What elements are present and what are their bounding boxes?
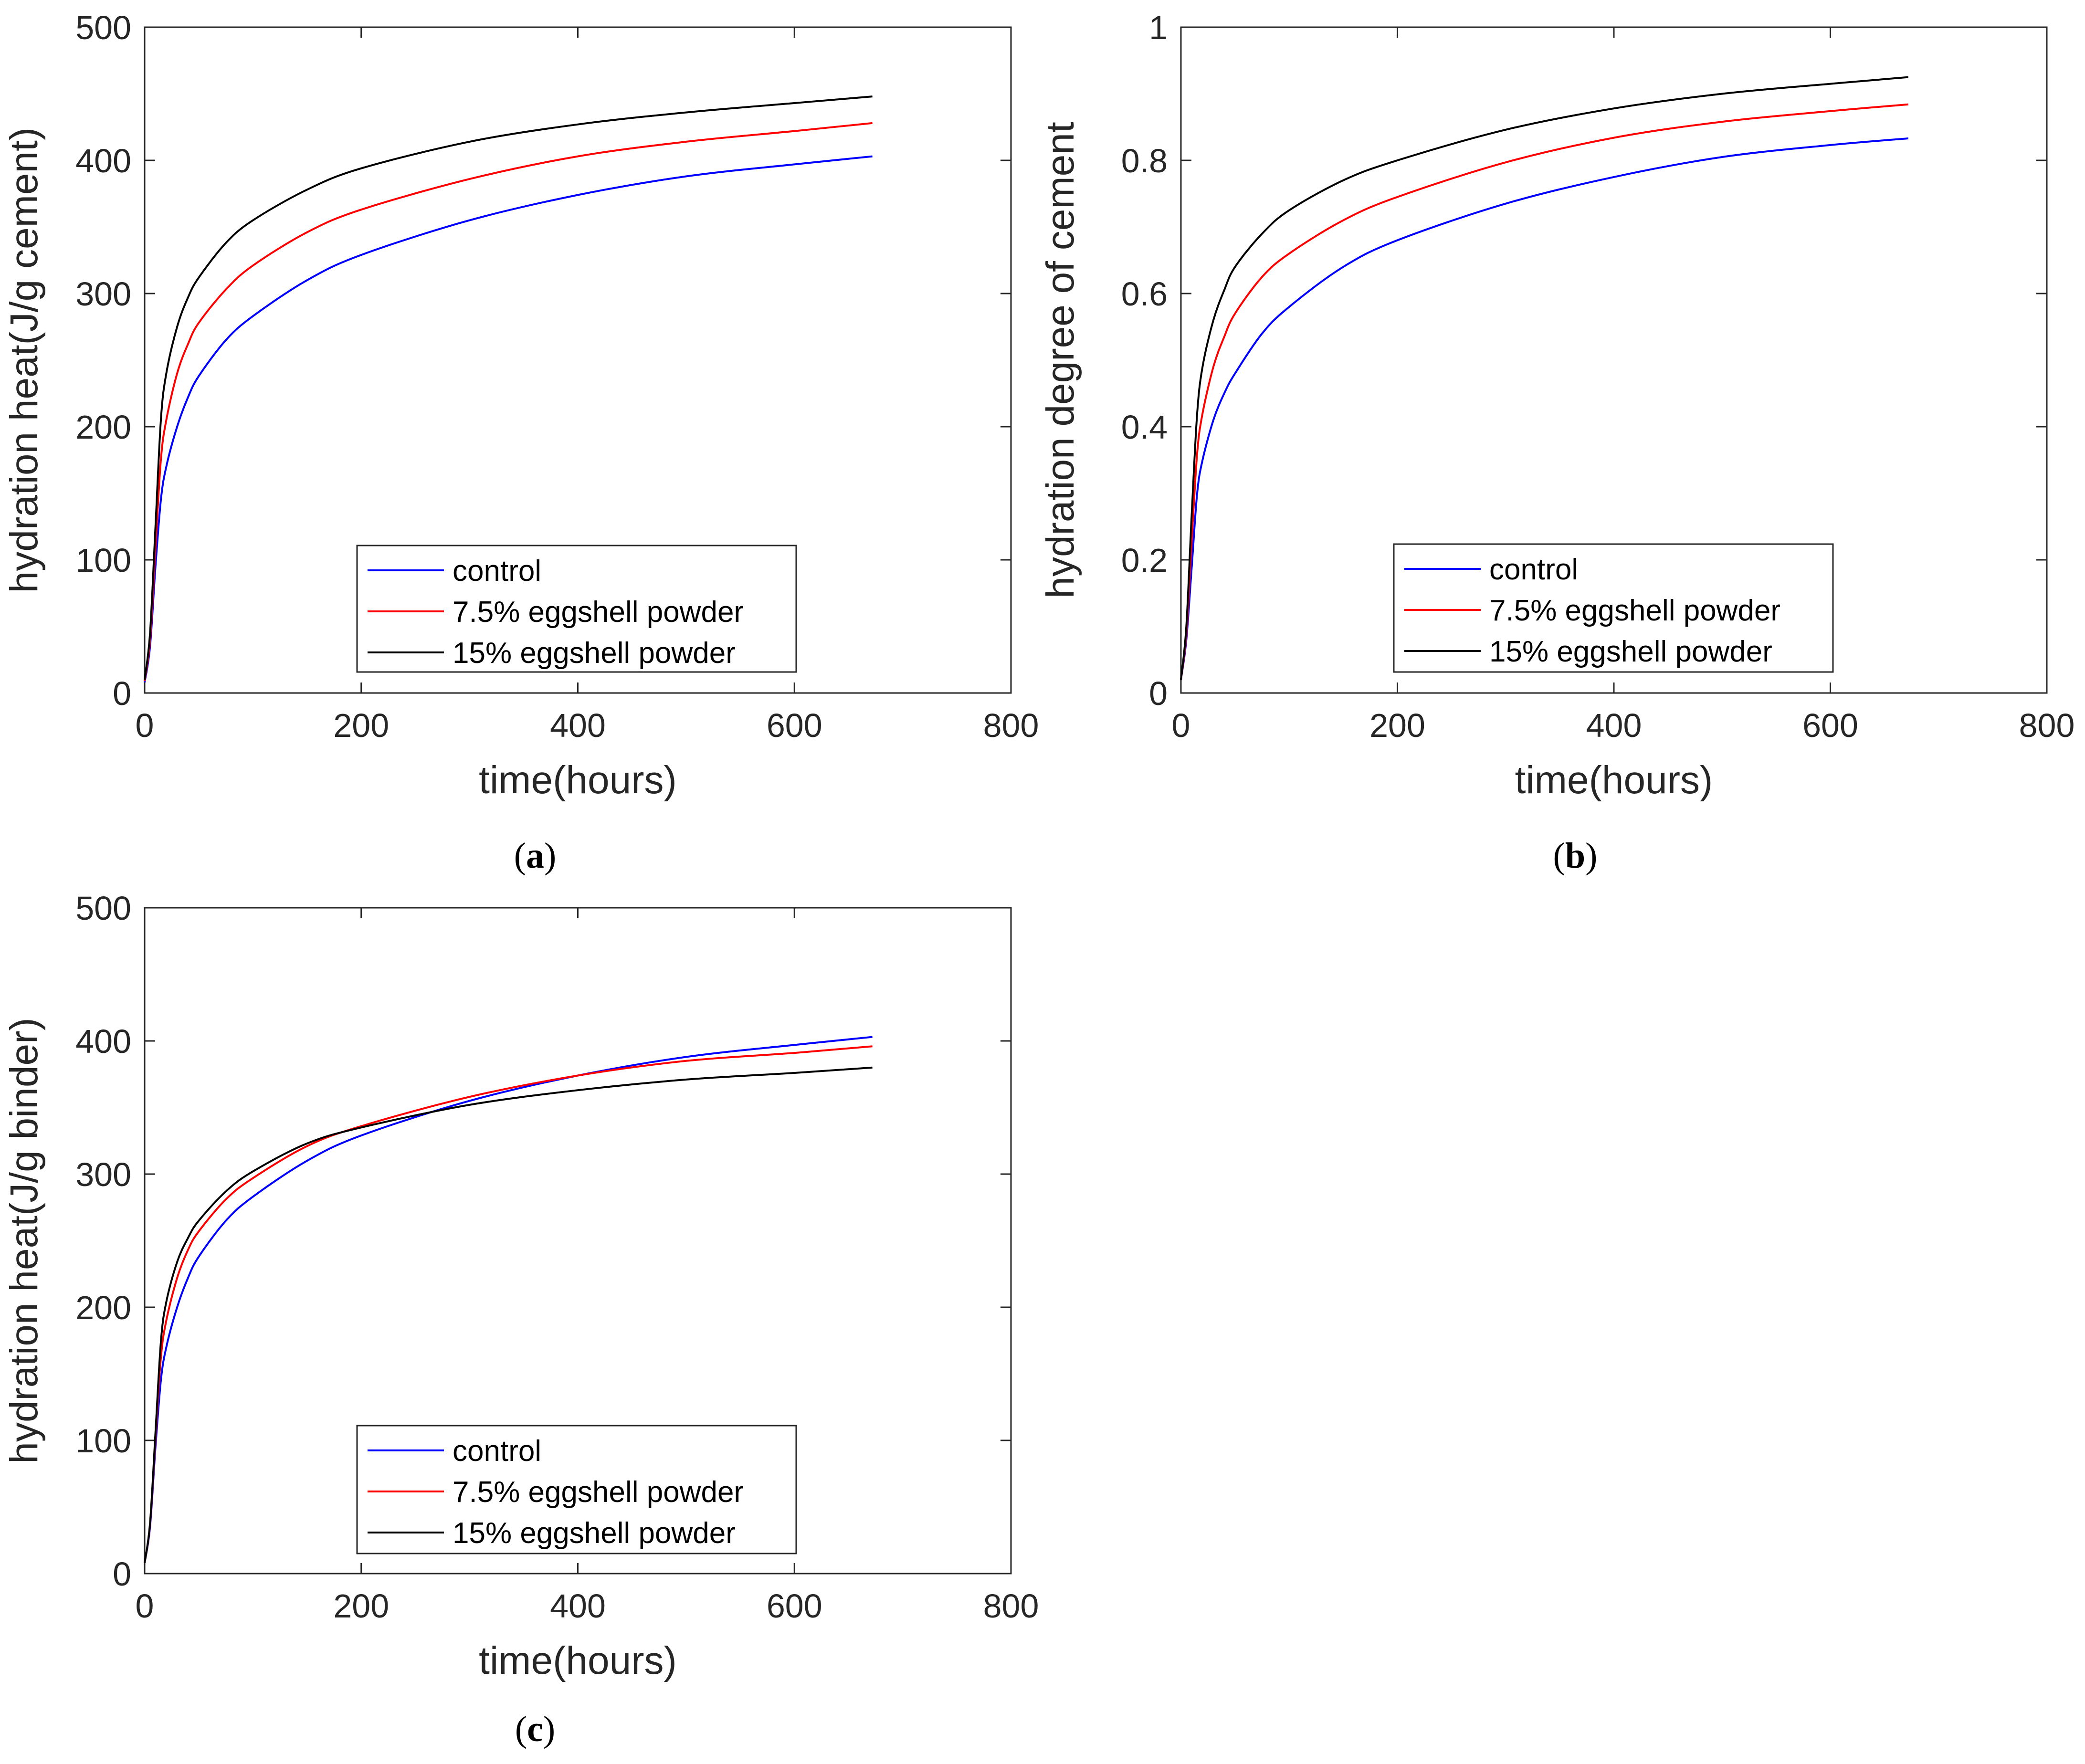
x-tick-label: 0 [136, 707, 154, 744]
legend-label: 15% eggshell powder [453, 637, 736, 670]
series-line-control [144, 155, 873, 682]
x-tick-label: 800 [983, 707, 1039, 744]
series-line-7-5-eggshell-powder [1180, 103, 1908, 680]
x-axis-label: time(hours) [479, 1639, 677, 1682]
y-tick-label: 200 [75, 409, 131, 446]
x-tick-label: 400 [550, 707, 606, 744]
caption-letter: c [527, 1709, 543, 1749]
series-line-control [1180, 137, 1908, 680]
caption-open: ( [514, 836, 526, 876]
x-tick-label: 800 [983, 1587, 1039, 1625]
y-tick-label: 0 [1149, 675, 1168, 712]
caption-close: ) [543, 1709, 555, 1749]
y-tick-label: 100 [75, 542, 131, 579]
y-tick-label: 0.8 [1121, 142, 1168, 179]
legend-label: 7.5% eggshell powder [453, 1476, 744, 1509]
panel-caption: (a) [514, 836, 557, 876]
y-tick-label: 0.6 [1121, 275, 1168, 313]
x-tick-label: 600 [767, 707, 822, 744]
x-tick-label: 400 [1586, 707, 1642, 744]
y-tick-label: 300 [75, 275, 131, 313]
caption-letter: b [1565, 836, 1585, 876]
series-line-7-5-eggshell-powder [144, 122, 873, 682]
x-tick-label: 600 [1802, 707, 1858, 744]
x-tick-label: 800 [2019, 707, 2075, 744]
y-tick-label: 0 [113, 1555, 131, 1593]
y-tick-label: 400 [75, 1023, 131, 1060]
y-tick-label: 0.2 [1121, 542, 1168, 579]
legend-label: 15% eggshell powder [453, 1517, 736, 1550]
x-tick-label: 0 [1172, 707, 1190, 744]
series-line-15-eggshell-powder [1180, 76, 1908, 680]
chart-a: 0 200 400 600 800 0 100 200 300 400 500 time(hours)… [2, 9, 1039, 876]
caption-close: ) [544, 836, 556, 876]
x-tick-label: 200 [333, 707, 389, 744]
x-tick-label: 600 [767, 1587, 822, 1625]
x-axis-label: time(hours) [479, 758, 677, 802]
x-tick-label: 0 [136, 1587, 154, 1625]
legend-box [356, 545, 797, 673]
x-tick-label: 200 [1369, 707, 1425, 744]
y-tick-label: 100 [75, 1422, 131, 1460]
y-tick-label: 200 [75, 1289, 131, 1326]
y-tick-label: 500 [75, 9, 131, 46]
series-line-15-eggshell-powder [144, 95, 873, 680]
y-tick-label: 300 [75, 1156, 131, 1193]
y-axis-label: hydration heat(J/g cement) [2, 127, 46, 593]
y-tick-label: 1 [1149, 9, 1168, 46]
legend-label: control [453, 555, 541, 588]
x-tick-label: 200 [333, 1587, 389, 1625]
legend-label: control [453, 1435, 541, 1468]
legend-label: control [1489, 553, 1578, 586]
y-tick-label: 0 [113, 675, 131, 712]
chart-b: 0 200 400 600 800 0 0.2 0.4 0.6 0.8 1 time(hours) hy… [1039, 9, 2074, 876]
caption-open: ( [515, 1709, 527, 1749]
caption-close: ) [1585, 836, 1597, 876]
y-tick-label: 0.4 [1121, 409, 1168, 446]
y-tick-label: 400 [75, 142, 131, 179]
legend-c: control 7.5% eggshell powder 15% eggshell … [356, 1425, 797, 1554]
x-tick-label: 400 [550, 1587, 606, 1625]
caption-letter: a [526, 836, 544, 876]
legend-label: 15% eggshell powder [1489, 635, 1772, 668]
caption-open: ( [1553, 836, 1565, 876]
legend-label: 7.5% eggshell powder [453, 596, 744, 629]
series-line-control [144, 1036, 873, 1563]
series-line-15-eggshell-powder [144, 1066, 873, 1563]
panel-caption: (b) [1553, 836, 1598, 876]
legend-b: control 7.5% eggshell powder 15% eggshell … [1393, 543, 1834, 673]
x-axis-label: time(hours) [1515, 758, 1713, 802]
legend-label: 7.5% eggshell powder [1489, 594, 1780, 627]
panel-caption: (c) [515, 1709, 555, 1749]
legend-a: control 7.5% eggshell powder 15% eggshell … [356, 545, 797, 673]
chart-c: 0 200 400 600 800 0 100 200 300 400 500 time(hours)… [2, 890, 1039, 1749]
y-axis-label: hydration heat(J/g binder) [2, 1018, 46, 1463]
y-tick-label: 500 [75, 890, 131, 927]
y-axis-label: hydration degree of cement [1039, 122, 1082, 598]
